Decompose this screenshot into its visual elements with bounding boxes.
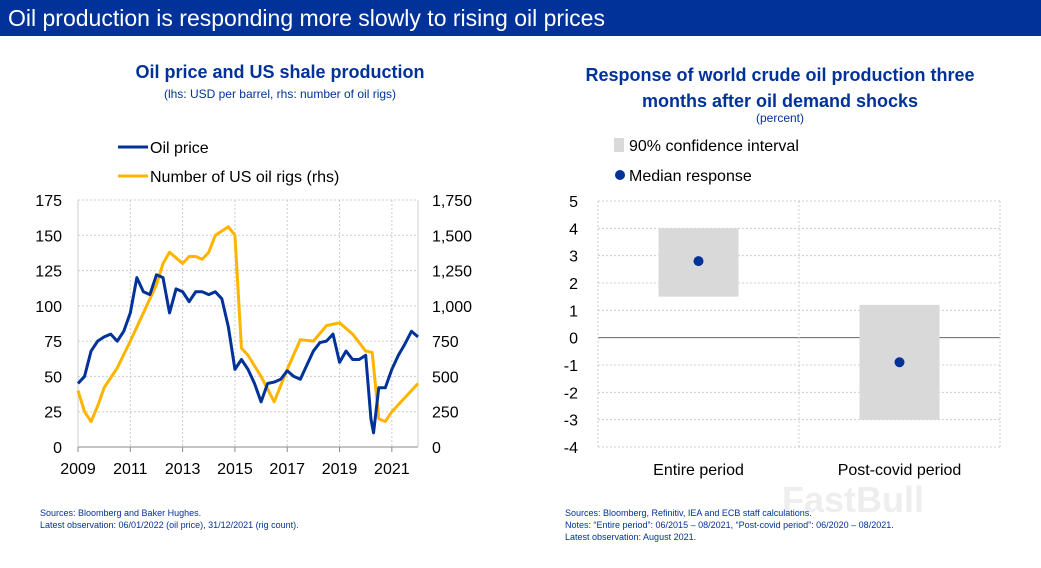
y-tick-label: 2 [569,276,578,293]
legend-label: Number of US oil rigs (rhs) [150,169,339,186]
y-tick-label: 0 [53,440,62,457]
x-category-label: Entire period [653,462,744,479]
right-chart-subtitle: (percent) [755,111,805,125]
legend-label: Median response [629,168,752,185]
y2-tick-label: 0 [432,440,441,457]
right-chart-title: Response of world crude oil production t… [585,65,975,111]
x-tick-label: 2019 [322,461,358,478]
x-tick-label: 2021 [374,461,410,478]
legend-label: 90% confidence interval [629,138,799,155]
left-chart-subtitle: (lhs: USD per barrel, rhs: number of oil… [163,87,397,101]
y2-tick-label: 1,000 [432,299,472,316]
left-notes: Sources: Bloomberg and Baker Hughes. Lat… [40,507,299,531]
median-point [894,357,905,368]
y-tick-label: 25 [44,405,62,422]
note-line: Notes: “Entire period”: 06/2015 – 08/202… [565,520,894,530]
legend-swatch [615,170,625,180]
x-tick-label: 2013 [165,461,201,478]
y-tick-label: 150 [35,228,62,245]
rigs-line [76,225,420,424]
legend-label: Oil price [150,140,209,157]
y-tick-label: 5 [569,194,578,211]
right-notes: Sources: Bloomberg, Refinitiv, IEA and E… [565,507,894,543]
x-category-label: Post-covid period [838,462,962,479]
y-tick-label: -2 [564,385,578,402]
legend-swatch [614,138,624,152]
median-point [693,256,704,267]
y-tick-label: 1 [569,303,578,320]
oil-price-line [76,273,419,435]
y2-tick-label: 250 [432,405,459,422]
x-tick-label: 2017 [269,461,305,478]
note-line: Latest observation: August 2021. [565,532,697,542]
note-line: Sources: Bloomberg and Baker Hughes. [40,508,202,518]
y2-tick-label: 750 [432,334,459,351]
y-tick-label: 175 [35,193,62,210]
x-tick-label: 2015 [217,461,253,478]
watermark: FastBull [782,479,924,520]
y-tick-label: 125 [35,264,62,281]
y-tick-label: -4 [564,440,578,457]
left-chart-title: Oil price and US shale production [135,62,425,82]
y2-tick-label: 1,250 [432,264,472,281]
y-tick-label: -1 [564,358,578,375]
y-tick-label: 100 [35,299,62,316]
y-tick-label: 4 [569,221,578,238]
y-tick-label: 75 [44,334,62,351]
note-line: Latest observation: 06/01/2022 (oil pric… [40,520,299,530]
y-tick-label: 3 [569,249,578,266]
y-tick-label: 0 [569,331,578,348]
note-line: Sources: Bloomberg, Refinitiv, IEA and E… [565,508,812,518]
y-tick-label: -3 [564,413,578,430]
page-title: Oil production is responding more slowly… [0,0,1041,36]
y-tick-label: 50 [44,369,62,386]
x-tick-label: 2009 [60,461,96,478]
y2-tick-label: 1,750 [432,193,472,210]
x-tick-label: 2011 [113,461,148,478]
y2-tick-label: 1,500 [432,228,472,245]
y2-tick-label: 500 [432,369,459,386]
